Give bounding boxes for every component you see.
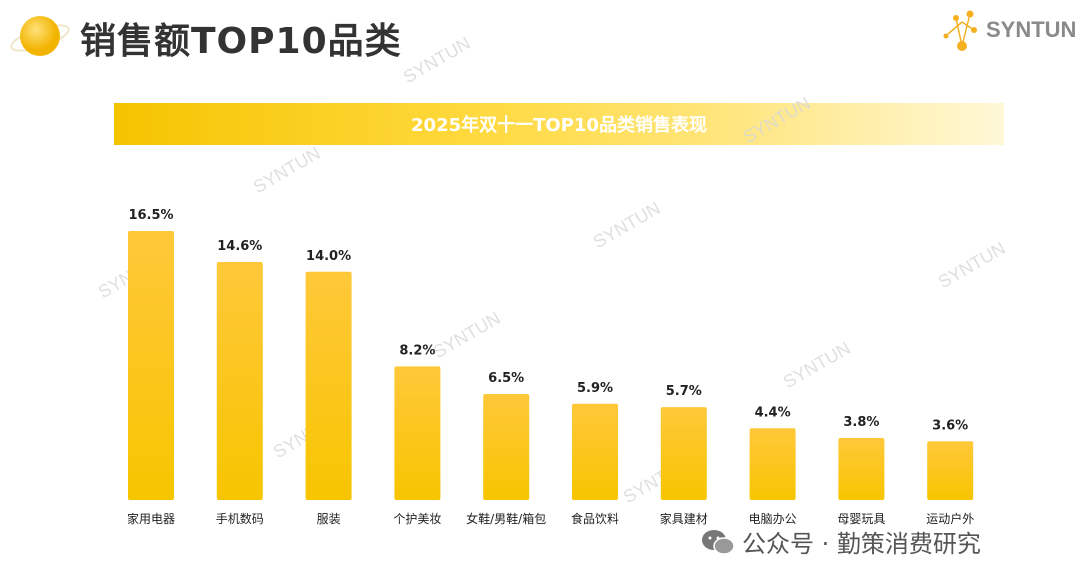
chart-title: 2025年双十一TOP10品类销售表现 xyxy=(411,115,707,136)
bar xyxy=(394,366,441,500)
bar xyxy=(838,438,885,500)
data-label: 4.4% xyxy=(755,405,791,420)
data-label: 5.7% xyxy=(666,384,702,399)
bar xyxy=(749,428,796,500)
category-label: 家具建材 xyxy=(660,511,708,526)
category-label: 家用电器 xyxy=(127,511,175,526)
category-label: 手机数码 xyxy=(216,511,264,526)
data-label: 3.6% xyxy=(932,418,968,433)
data-label: 16.5% xyxy=(128,208,173,223)
bar xyxy=(216,261,263,500)
bar xyxy=(572,403,618,500)
data-label: 14.6% xyxy=(217,239,262,254)
wechat-icon xyxy=(702,529,735,555)
footer-text: 公众号 · 勤策消费研究 xyxy=(742,530,981,558)
data-label: 5.9% xyxy=(577,381,613,396)
bar xyxy=(660,407,707,500)
data-label: 14.0% xyxy=(306,249,351,264)
footer: 公众号 · 勤策消费研究 xyxy=(700,524,981,559)
bar xyxy=(927,441,974,500)
bar xyxy=(483,394,530,500)
category-label: 女鞋/男鞋/箱包 xyxy=(466,511,546,526)
bar xyxy=(128,231,174,500)
syntun-network-icon xyxy=(943,10,977,51)
category-label: 母婴玩具 xyxy=(837,512,885,526)
category-label: 食品饮料 xyxy=(571,511,619,526)
data-label: 8.2% xyxy=(399,343,435,358)
category-label: 个护美妆 xyxy=(393,512,441,526)
chart-title-banner: 2025年双十一TOP10品类销售表现 xyxy=(114,103,1004,145)
data-label: 3.8% xyxy=(843,415,879,430)
planet-logo-icon xyxy=(10,16,70,56)
bar xyxy=(305,271,352,500)
data-label: 6.5% xyxy=(488,371,524,386)
category-label: 运动户外 xyxy=(926,511,974,526)
category-label: 服装 xyxy=(317,512,341,526)
category-label: 电脑办公 xyxy=(749,511,797,526)
syntun-logo: SYNTUN xyxy=(940,8,1076,52)
logo-text: SYNTUN xyxy=(986,17,1077,42)
page-title: 销售额TOP10品类 xyxy=(80,21,402,62)
